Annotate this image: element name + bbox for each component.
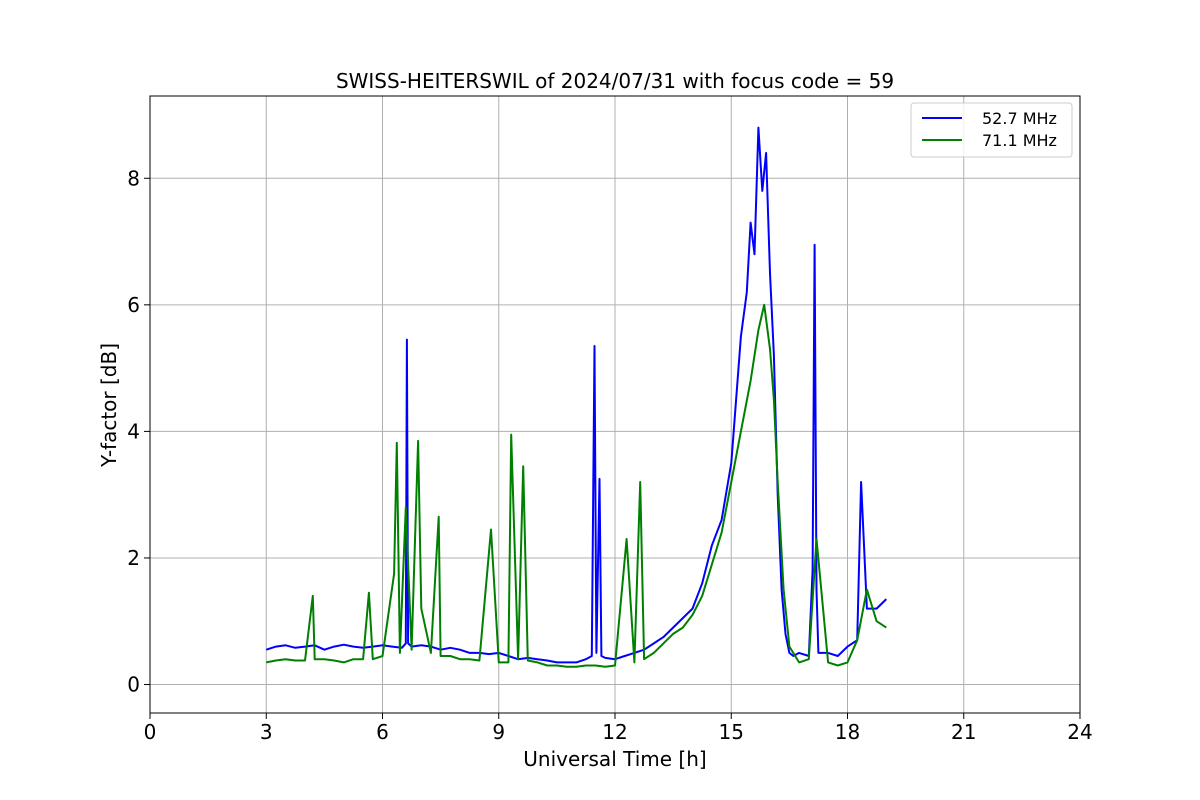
x-tick-label: 6 <box>376 720 389 744</box>
y-axis-label: Y-factor [dB] <box>97 343 121 468</box>
y-tick-label: 2 <box>127 546 140 570</box>
legend-label-71-mhz: 71.1 MHz <box>982 131 1057 150</box>
x-tick-label: 24 <box>1067 720 1092 744</box>
chart-title: SWISS-HEITERSWIL of 2024/07/31 with focu… <box>336 69 894 93</box>
x-tick-label: 3 <box>260 720 273 744</box>
series-line-1 <box>266 303 887 668</box>
legend-box <box>910 102 1073 158</box>
x-tick-label: 12 <box>602 720 627 744</box>
x-tick-label: 15 <box>719 720 744 744</box>
y-tick-label: 8 <box>127 166 140 190</box>
y-tick-label: 0 <box>127 673 140 697</box>
y-tick-label: 4 <box>127 419 140 443</box>
x-tick-label: 21 <box>951 720 976 744</box>
x-axis-label: Universal Time [h] <box>523 747 706 771</box>
x-tick-label: 9 <box>492 720 505 744</box>
x-tick-label: 0 <box>144 720 157 744</box>
x-tick-label: 18 <box>835 720 860 744</box>
legend: 52.7 MHz 71.1 MHz <box>910 102 1073 158</box>
legend-label-52-mhz: 52.7 MHz <box>982 109 1057 128</box>
y-tick-label: 6 <box>127 293 140 317</box>
plot-area <box>265 126 887 668</box>
